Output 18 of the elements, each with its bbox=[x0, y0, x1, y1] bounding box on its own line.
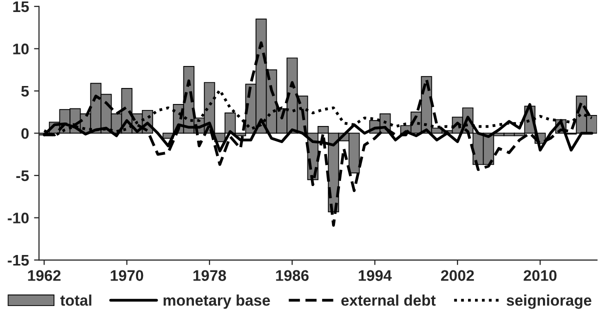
legend-label: total bbox=[60, 294, 92, 306]
x-tick-label: 1994 bbox=[358, 270, 392, 281]
x-tick-label: 2002 bbox=[441, 270, 474, 281]
y-tick-label: 15 bbox=[13, 1, 29, 12]
y-tick-label: 5 bbox=[21, 86, 29, 97]
y-tick-label: -10 bbox=[8, 212, 29, 224]
legend-label: external debt bbox=[341, 294, 436, 306]
x-tick-label: 1970 bbox=[110, 270, 144, 281]
y-tick-label: -5 bbox=[16, 170, 29, 182]
legend-label: seigniorage bbox=[506, 294, 592, 309]
x-tick-label: 2010 bbox=[524, 270, 557, 281]
y-tick-label: -15 bbox=[8, 255, 29, 266]
x-tick-label: 1962 bbox=[28, 270, 61, 281]
legend-label: monetary base bbox=[164, 294, 270, 309]
x-tick-label: 1986 bbox=[276, 270, 309, 281]
y-tick-label: 0 bbox=[21, 128, 29, 139]
y-tick-label: 10 bbox=[13, 44, 29, 54]
x-tick-label: 1978 bbox=[193, 270, 226, 281]
